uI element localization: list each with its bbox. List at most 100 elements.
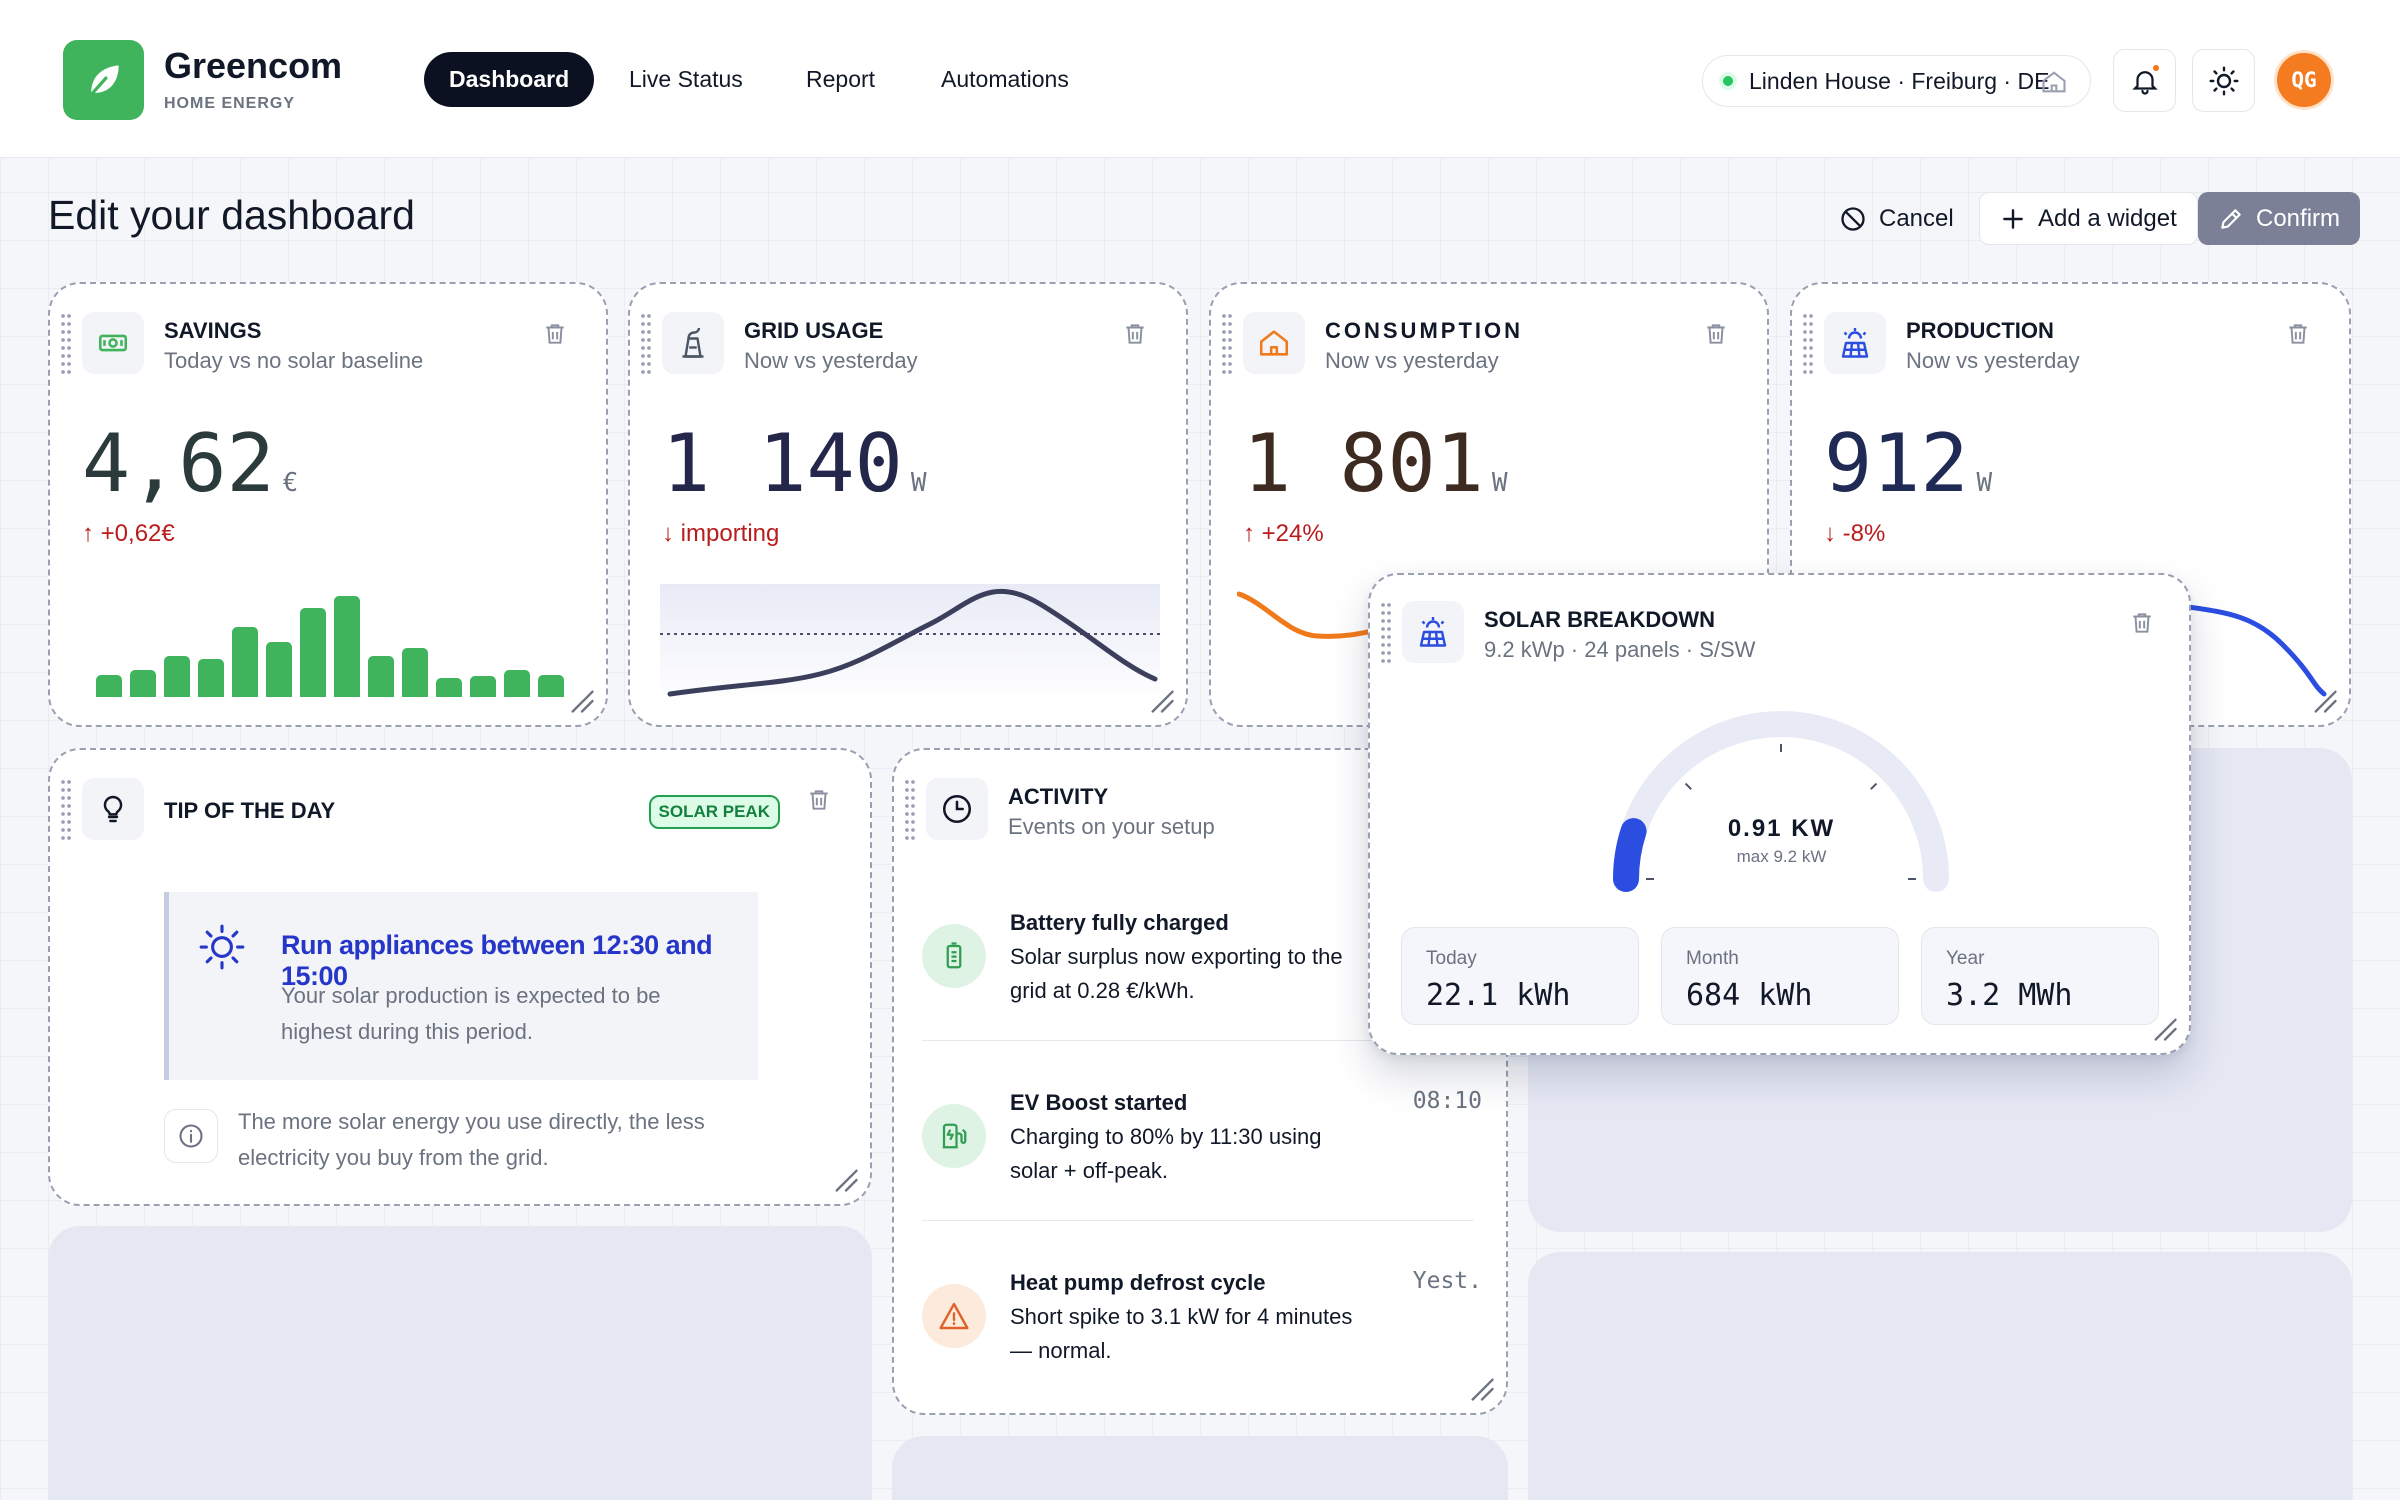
- nav-report[interactable]: Report: [806, 66, 876, 92]
- grid-usage-value: 1 140 W: [662, 424, 926, 504]
- brand-name: Greencom: [164, 45, 343, 86]
- stat-year: Year 3.2 MWh: [1921, 927, 2159, 1025]
- stat-value: 22.1 kWh: [1426, 978, 1571, 1013]
- resize-handle-icon[interactable]: [2151, 1015, 2179, 1043]
- activity-item[interactable]: Heat pump defrost cycle Short spike to 3…: [922, 1264, 1482, 1394]
- nav-automations[interactable]: Automations: [941, 66, 1069, 92]
- ban-icon: [1841, 206, 1865, 231]
- trash-icon[interactable]: [1703, 320, 1729, 348]
- tip-body: Your solar production is expected to be …: [281, 983, 661, 1044]
- solar-panel-icon: [1419, 617, 1447, 647]
- cancel-button[interactable]: Cancel: [1819, 192, 1974, 245]
- solar-breakdown-title: SOLAR BREAKDOWN: [1484, 607, 1715, 632]
- activity-item-title: EV Boost started: [1010, 1090, 1188, 1115]
- trash-icon[interactable]: [542, 320, 568, 348]
- savings-bar-chart: [96, 587, 564, 697]
- drag-handle[interactable]: [1380, 601, 1392, 663]
- location-selector[interactable]: Linden House · Freiburg · DE: [1702, 55, 2091, 107]
- solar-gauge: [1613, 711, 1949, 892]
- savings-subtitle: Today vs no solar baseline: [164, 348, 424, 373]
- page-title: Edit your dashboard: [48, 192, 415, 238]
- grid-usage-subtitle: Now vs yesterday: [744, 348, 918, 373]
- ev-charger-icon-badge: [922, 1104, 986, 1168]
- warning-icon: [939, 1302, 969, 1330]
- savings-bar: [232, 627, 258, 697]
- theme-toggle-button[interactable]: [2192, 49, 2255, 112]
- drag-handle[interactable]: [60, 312, 72, 374]
- tip-callout: Run appliances between 12:30 and 15:00 Y…: [164, 892, 758, 1080]
- cancel-label: Cancel: [1879, 204, 1954, 232]
- bell-icon: [2131, 70, 2158, 95]
- savings-bar: [164, 656, 190, 697]
- savings-bar: [266, 642, 292, 697]
- gauge-max: max 9.2 kW: [1736, 847, 1827, 866]
- resize-handle-icon[interactable]: [1148, 687, 1176, 715]
- drag-handle[interactable]: [904, 778, 916, 840]
- grid-usage-widget[interactable]: GRID USAGE Now vs yesterday 1 140 W ↓ imp…: [628, 282, 1188, 727]
- trash-icon[interactable]: [2285, 320, 2311, 348]
- user-avatar[interactable]: QG: [2274, 50, 2334, 110]
- grid-icon-box: [662, 312, 724, 374]
- trash-icon[interactable]: [1122, 320, 1148, 348]
- battery-icon: [946, 942, 962, 969]
- drag-handle[interactable]: [60, 778, 72, 840]
- gauge-tick: [1870, 782, 1878, 790]
- resize-handle-icon[interactable]: [1468, 1375, 1496, 1403]
- drag-handle[interactable]: [640, 312, 652, 374]
- production-line: [2182, 603, 2327, 697]
- consumption-subtitle: Now vs yesterday: [1325, 348, 1499, 373]
- nav-dashboard[interactable]: Dashboard: [424, 52, 595, 107]
- divider: [922, 1040, 1474, 1041]
- solar-breakdown-subtitle: 9.2 kWp · 24 panels · S/SW: [1484, 637, 1756, 662]
- resize-handle-icon[interactable]: [832, 1166, 860, 1194]
- grid-usage-unit: W: [910, 468, 927, 498]
- tip-of-the-day-widget[interactable]: TIP OF THE DAY SOLAR PEAK Run appliances…: [48, 748, 872, 1206]
- resize-handle-icon[interactable]: [2311, 687, 2339, 715]
- battery-icon-badge: [922, 924, 986, 988]
- savings-bar: [538, 675, 564, 697]
- savings-bar: [198, 659, 224, 697]
- top-bar: Greencom HOME ENERGY Dashboard Live Stat…: [0, 0, 2400, 158]
- stat-month: Month 684 kWh: [1661, 927, 1899, 1025]
- leaf-icon: [89, 65, 119, 97]
- location-label: Linden House · Freiburg · DE: [1749, 67, 2050, 94]
- activity-subtitle: Events on your setup: [1008, 814, 1215, 839]
- solar-breakdown-widget[interactable]: SOLAR BREAKDOWN 9.2 kWp · 24 panels · S/…: [1368, 573, 2191, 1055]
- activity-icon-box: [926, 778, 988, 840]
- solar-icon-box: [1402, 601, 1464, 663]
- grid-usage-line: [667, 588, 1158, 697]
- trash-icon[interactable]: [806, 786, 832, 814]
- savings-bar: [368, 656, 394, 697]
- savings-unit: €: [282, 468, 299, 498]
- activity-item-time: Yest.: [1412, 1268, 1482, 1294]
- production-amount: 912: [1824, 417, 1969, 510]
- drag-handle[interactable]: [1221, 312, 1233, 374]
- savings-bar: [130, 670, 156, 697]
- trash-icon[interactable]: [2129, 609, 2155, 637]
- grid-usage-amount: 1 140: [662, 417, 903, 510]
- widget-placeholder: [892, 1436, 1508, 1500]
- info-icon: [179, 1124, 203, 1148]
- sun-icon: [199, 924, 245, 970]
- savings-bar: [504, 670, 530, 697]
- savings-title: SAVINGS: [164, 318, 262, 343]
- drag-handle[interactable]: [1802, 312, 1814, 374]
- activity-item[interactable]: EV Boost started Charging to 80% by 11:3…: [922, 1084, 1482, 1214]
- info-badge: [164, 1109, 218, 1163]
- stat-value: 3.2 MWh: [1946, 978, 2073, 1013]
- activity-item[interactable]: Battery fully charged Solar surplus now …: [922, 904, 1482, 1034]
- notifications-button[interactable]: [2113, 49, 2176, 112]
- gauge-track: [1613, 711, 1949, 892]
- widget-placeholder: [48, 1226, 872, 1500]
- gauge-ticks: [1646, 744, 1916, 880]
- brand-logo[interactable]: [63, 40, 144, 120]
- add-widget-button[interactable]: Add a widget: [1979, 192, 2198, 245]
- activity-widget[interactable]: ACTIVITY Events on your setup Battery fu…: [892, 748, 1508, 1415]
- resize-handle-icon[interactable]: [568, 687, 596, 715]
- nav-live-status[interactable]: Live Status: [629, 66, 743, 92]
- savings-widget[interactable]: SAVINGS Today vs no solar baseline 4,62 €…: [48, 282, 608, 727]
- confirm-button[interactable]: Confirm: [2198, 192, 2361, 245]
- solar-panel-icon: [1841, 328, 1869, 358]
- consumption-amount: 1 801: [1243, 417, 1484, 510]
- activity-item-text: Short spike to 3.1 kW for 4 minutes — no…: [1010, 1304, 1353, 1363]
